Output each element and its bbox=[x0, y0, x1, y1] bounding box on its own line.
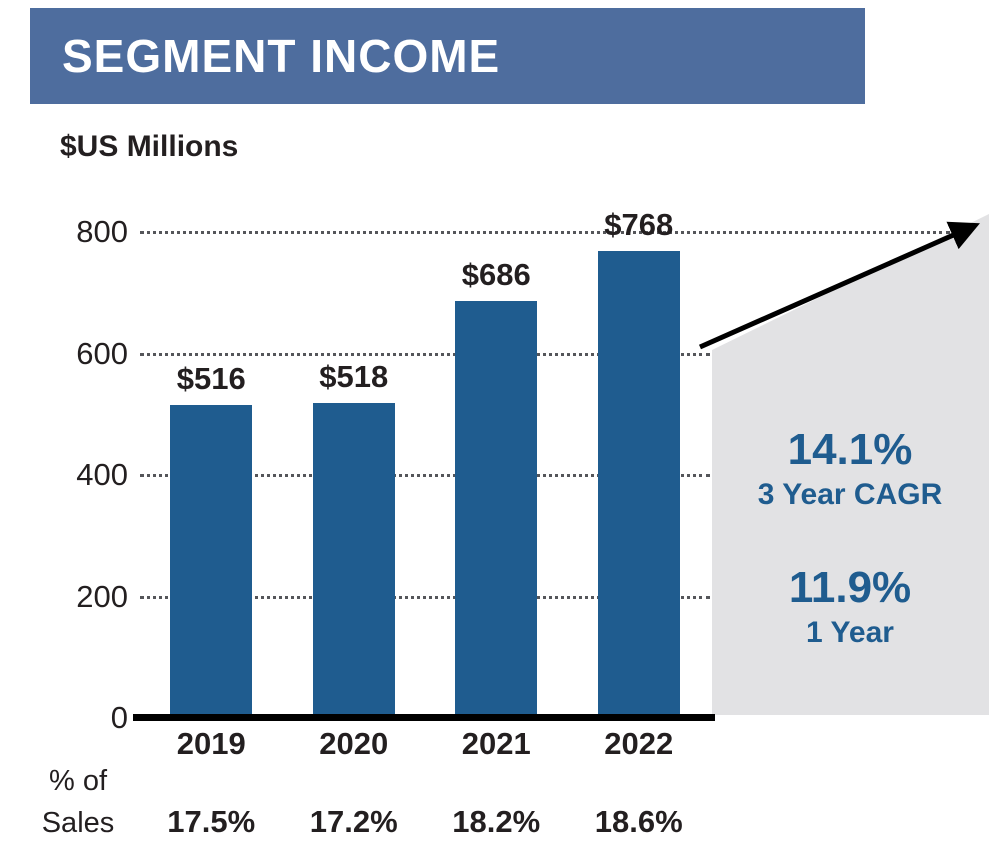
pct-of-sales-label: % of Sales bbox=[22, 760, 134, 844]
one-year-value: 11.9% bbox=[788, 563, 912, 612]
pct-of-sales-label-line2: Sales bbox=[41, 807, 115, 839]
y-tick-label-800: 800 bbox=[76, 214, 128, 249]
bar-2021 bbox=[455, 301, 538, 718]
pct-of-sales-value-2022: 18.6% bbox=[594, 804, 683, 839]
bar-value-label-2022: $768 bbox=[604, 207, 674, 243]
growth-annotations: 14.1% 3 Year CAGR 11.9% 1 Year bbox=[714, 424, 986, 652]
bar-value-label-2019: $516 bbox=[176, 360, 246, 396]
trend-arrow-icon bbox=[698, 221, 980, 350]
pct-of-sales-value-2020: 17.2% bbox=[309, 804, 398, 839]
y-tick-label-200: 200 bbox=[76, 578, 128, 614]
gridline-400 bbox=[140, 474, 710, 477]
gridline-200 bbox=[140, 595, 710, 599]
pct-of-sales-value-2019: 17.5% bbox=[167, 804, 256, 839]
x-axis-label-2020: 2020 bbox=[319, 726, 389, 761]
one-year-label: 1 Year bbox=[806, 616, 894, 649]
bar-2022 bbox=[597, 251, 680, 718]
bar-value-label-2020: $518 bbox=[319, 359, 389, 395]
x-axis-label-2022: 2022 bbox=[604, 726, 674, 761]
pct-of-sales-value-2021: 18.2% bbox=[452, 804, 541, 839]
units-label: $US Millions bbox=[60, 130, 239, 163]
cagr-value: 14.1% bbox=[787, 425, 913, 474]
y-tick-label-0: 0 bbox=[110, 700, 128, 735]
y-tick-label-600: 600 bbox=[76, 335, 128, 371]
gridline-800 bbox=[140, 231, 950, 234]
bar-2020 bbox=[312, 403, 395, 718]
x-axis-label-2021: 2021 bbox=[461, 726, 531, 761]
page-title: SEGMENT INCOME bbox=[62, 30, 501, 82]
bar-2019 bbox=[170, 404, 253, 718]
bar-value-label-2021: $686 bbox=[461, 257, 531, 293]
x-axis-line bbox=[133, 714, 715, 721]
title-banner: SEGMENT INCOME bbox=[30, 8, 865, 104]
gridline-600 bbox=[140, 352, 710, 356]
annotation-spacer bbox=[714, 514, 986, 562]
x-axis-label-2019: 2019 bbox=[176, 726, 246, 761]
cagr-label: 3 Year CAGR bbox=[757, 478, 943, 511]
y-tick-label-400: 400 bbox=[76, 457, 128, 492]
pct-of-sales-label-line1: % of bbox=[48, 765, 108, 797]
